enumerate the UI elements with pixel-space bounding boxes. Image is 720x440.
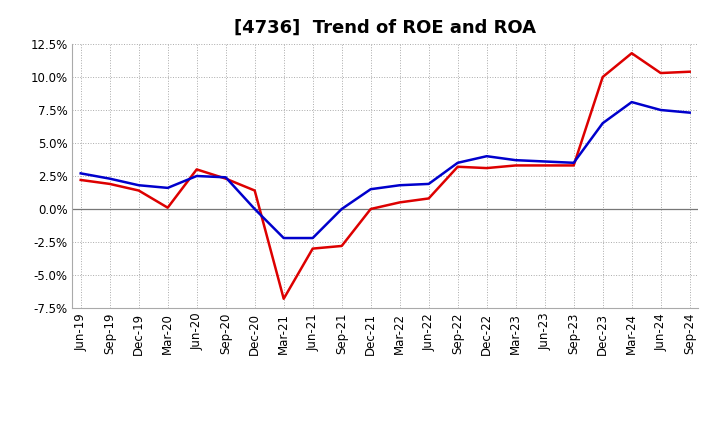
ROA	[338, 206, 346, 212]
ROA	[482, 154, 491, 159]
ROA	[192, 173, 201, 179]
ROE	[308, 246, 317, 251]
ROE	[541, 163, 549, 168]
ROA	[454, 160, 462, 165]
ROA	[135, 183, 143, 188]
ROE	[482, 165, 491, 171]
ROE	[105, 181, 114, 187]
ROE	[192, 167, 201, 172]
ROE	[424, 196, 433, 201]
ROE	[251, 188, 259, 193]
ROE	[366, 206, 375, 212]
ROA	[598, 121, 607, 126]
ROE	[163, 205, 172, 210]
ROE	[685, 69, 694, 74]
ROE	[338, 243, 346, 249]
ROA	[279, 235, 288, 241]
ROA	[627, 99, 636, 105]
ROA	[308, 235, 317, 241]
ROA	[395, 183, 404, 188]
ROA	[163, 185, 172, 191]
ROA	[511, 158, 520, 163]
ROE	[570, 163, 578, 168]
ROE	[627, 51, 636, 56]
ROA	[570, 160, 578, 165]
ROA	[76, 171, 85, 176]
ROE	[221, 176, 230, 181]
ROE	[511, 163, 520, 168]
ROA	[251, 206, 259, 212]
ROE	[135, 188, 143, 193]
ROE	[454, 164, 462, 169]
ROE	[598, 74, 607, 80]
Title: [4736]  Trend of ROE and ROA: [4736] Trend of ROE and ROA	[234, 19, 536, 37]
ROA	[424, 181, 433, 187]
ROE	[395, 200, 404, 205]
ROA	[105, 176, 114, 181]
ROE	[657, 70, 665, 76]
ROA	[685, 110, 694, 115]
ROA	[221, 175, 230, 180]
Line: ROE: ROE	[81, 53, 690, 299]
ROE	[76, 177, 85, 183]
ROE	[279, 296, 288, 301]
ROA	[366, 187, 375, 192]
ROA	[657, 107, 665, 113]
ROA	[541, 159, 549, 164]
Line: ROA: ROA	[81, 102, 690, 238]
